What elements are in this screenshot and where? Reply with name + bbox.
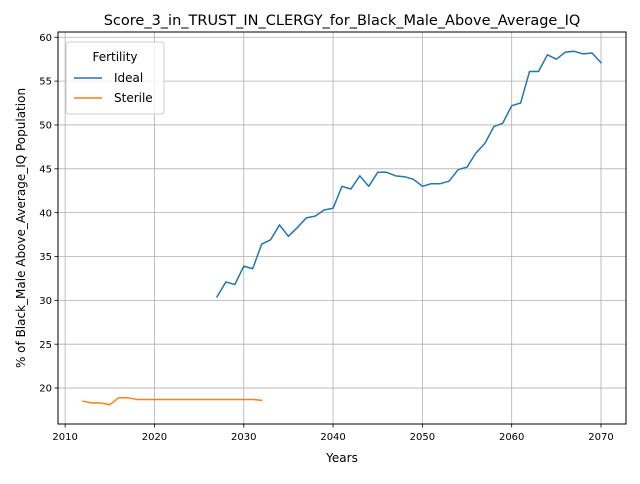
- series-line-ideal: [215, 50, 603, 298]
- plot-frame: [57, 31, 627, 425]
- grid: [58, 32, 626, 424]
- y-tick-label: 25: [39, 340, 52, 351]
- x-tick-label: 2040: [320, 432, 345, 443]
- legend-label-ideal: Ideal: [114, 71, 143, 85]
- legend: Fertility Ideal Sterile: [65, 41, 165, 115]
- series-line-sterile: [82, 396, 263, 406]
- y-axis-label: % of Black_Male Above_Average_IQ Populat…: [14, 88, 28, 368]
- series-layer: [82, 50, 603, 406]
- y-tick-label: 40: [39, 208, 52, 219]
- x-tick-label: 2050: [410, 432, 435, 443]
- legend-title: Fertility: [92, 50, 137, 64]
- x-tick-label: 2030: [231, 432, 256, 443]
- y-tick-label: 60: [39, 33, 52, 44]
- y-tick-label: 50: [39, 121, 52, 132]
- x-tick-label: 2010: [52, 432, 77, 443]
- x-axis-label: Years: [325, 451, 358, 465]
- y-tick-label: 45: [39, 164, 52, 175]
- chart-title: Score_3_in_TRUST_IN_CLERGY_for_Black_Mal…: [104, 13, 581, 29]
- x-tick-label: 2070: [588, 432, 613, 443]
- y-tick-label: 20: [39, 384, 52, 395]
- x-tick-label: 2020: [142, 432, 167, 443]
- y-tick-label: 30: [39, 296, 52, 307]
- legend-label-sterile: Sterile: [114, 91, 153, 105]
- y-axis-ticks: 20 25 30 35 40 45 50 55 60: [39, 33, 58, 395]
- y-tick-label: 55: [39, 77, 52, 88]
- legend-box: [65, 41, 165, 115]
- x-tick-label: 2060: [499, 432, 524, 443]
- x-axis-ticks: 2010 2020 2030 2040 2050 2060 2070: [52, 424, 614, 443]
- y-tick-label: 35: [39, 252, 52, 263]
